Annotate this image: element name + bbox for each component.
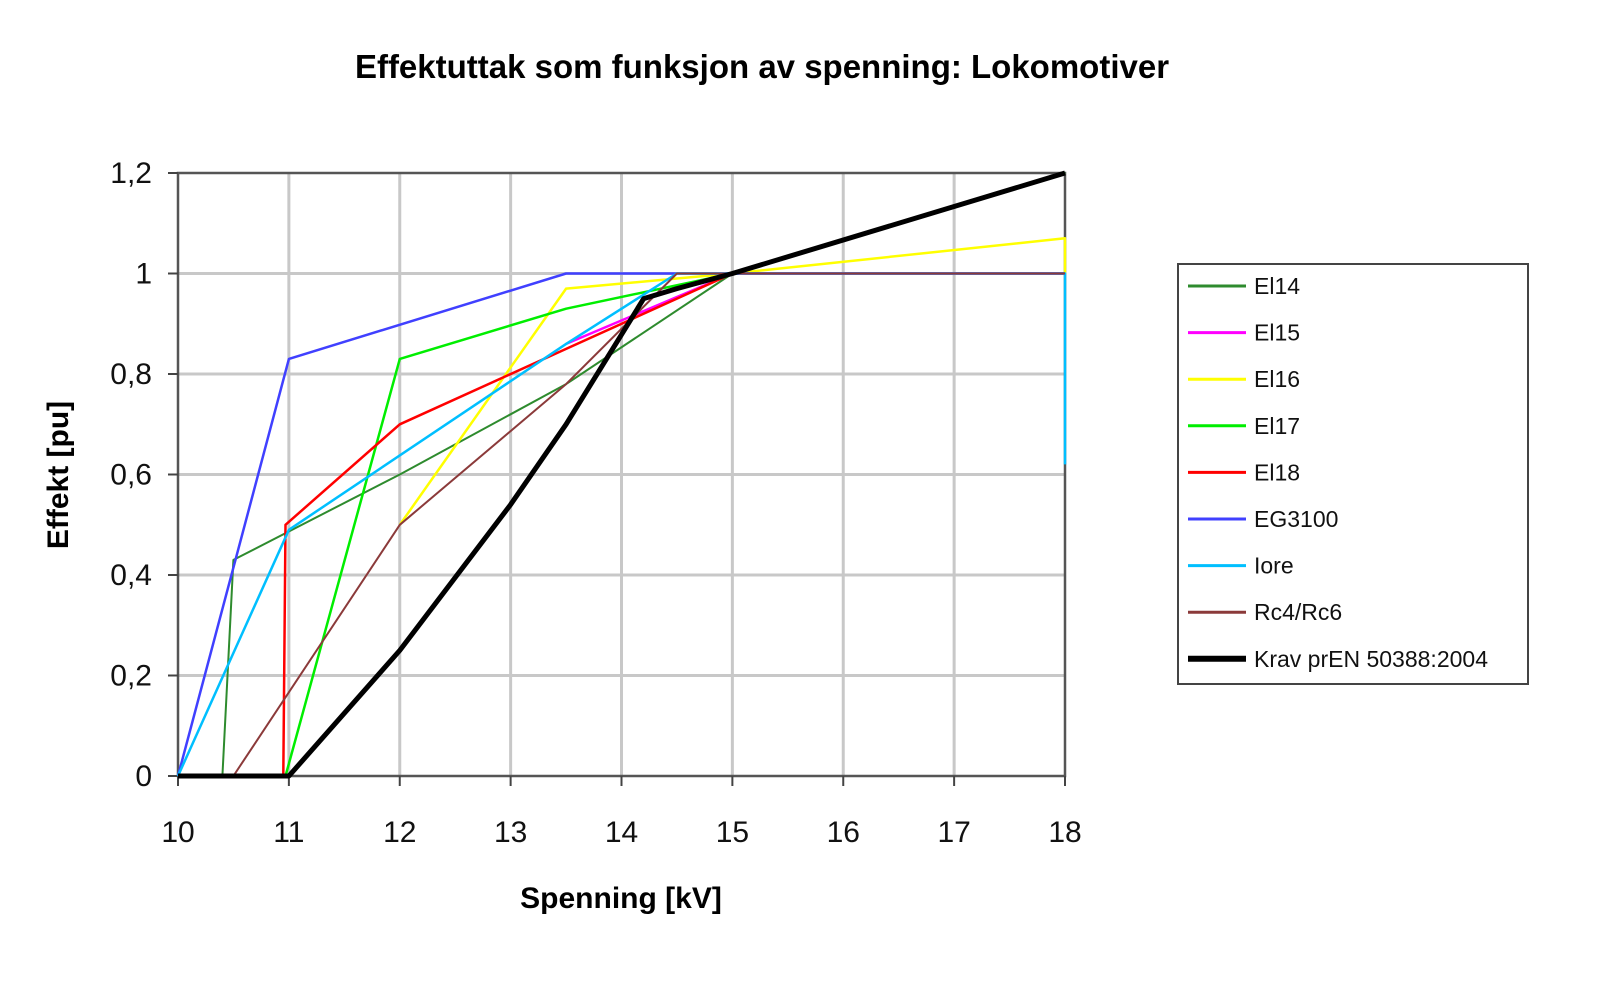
y-tick-label: 0 bbox=[135, 760, 152, 793]
x-tick-label: 11 bbox=[273, 816, 304, 849]
x-tick-label: 17 bbox=[937, 816, 970, 849]
y-tick-label: 0,8 bbox=[110, 358, 152, 391]
legend: El14 El15 El16 El17 El18 EG3100 Iore Rc4/Rc6 Kra… bbox=[1177, 263, 1529, 685]
y-axis-title: Effekt [pu] bbox=[42, 401, 75, 549]
x-tick-label: 13 bbox=[494, 816, 527, 849]
legend-label: El15 bbox=[1254, 320, 1300, 346]
y-tick-label: 1,2 bbox=[110, 157, 152, 190]
legend-label: EG3100 bbox=[1254, 506, 1338, 532]
legend-label: Rc4/Rc6 bbox=[1254, 599, 1342, 625]
y-tick-label: 0,6 bbox=[110, 459, 152, 492]
legend-item: Krav prEN 50388:2004 bbox=[1188, 646, 1488, 672]
x-axis-title: Spenning [kV] bbox=[520, 882, 722, 915]
legend-label: El16 bbox=[1254, 366, 1300, 392]
x-tick-label: 18 bbox=[1048, 816, 1081, 849]
x-tick-label: 12 bbox=[383, 816, 416, 849]
legend-item: El16 bbox=[1188, 366, 1300, 392]
legend-item: El18 bbox=[1188, 459, 1300, 485]
legend-item: Iore bbox=[1188, 553, 1294, 579]
y-tick-label: 1 bbox=[135, 258, 152, 291]
series-line-el16 bbox=[398, 237, 1067, 526]
series-line-iore bbox=[176, 272, 1067, 777]
legend-item: El14 bbox=[1188, 273, 1300, 299]
legend-label: El17 bbox=[1254, 413, 1300, 439]
legend-label: Krav prEN 50388:2004 bbox=[1254, 646, 1488, 672]
legend-label: El14 bbox=[1254, 273, 1300, 299]
y-tick-label: 0,2 bbox=[110, 660, 152, 693]
legend-item: El17 bbox=[1188, 413, 1300, 439]
legend-item: El15 bbox=[1188, 320, 1300, 346]
x-tick-label: 14 bbox=[605, 816, 638, 849]
x-tick-label: 15 bbox=[716, 816, 749, 849]
x-tick-label: 10 bbox=[161, 816, 194, 849]
chart-title: Effektuttak som funksjon av spenning: Lo… bbox=[355, 48, 1169, 85]
legend-box bbox=[1177, 263, 1529, 685]
series-line-krav-pren-50388-2004 bbox=[178, 170, 1066, 779]
legend-item: Rc4/Rc6 bbox=[1188, 599, 1342, 625]
y-tick-label: 0,4 bbox=[110, 559, 152, 592]
legend-label: El18 bbox=[1254, 459, 1300, 485]
legend-item: EG3100 bbox=[1188, 506, 1338, 532]
axis-ticks: 10 11 12 13 14 15 16 17 18 0 0,2 0,4 0,6 0,8 1 1,2 bbox=[110, 157, 1081, 849]
x-tick-label: 16 bbox=[827, 816, 860, 849]
series-line-rc4-rc6 bbox=[232, 272, 1065, 777]
legend-label: Iore bbox=[1254, 553, 1294, 579]
series-lines bbox=[176, 170, 1067, 779]
